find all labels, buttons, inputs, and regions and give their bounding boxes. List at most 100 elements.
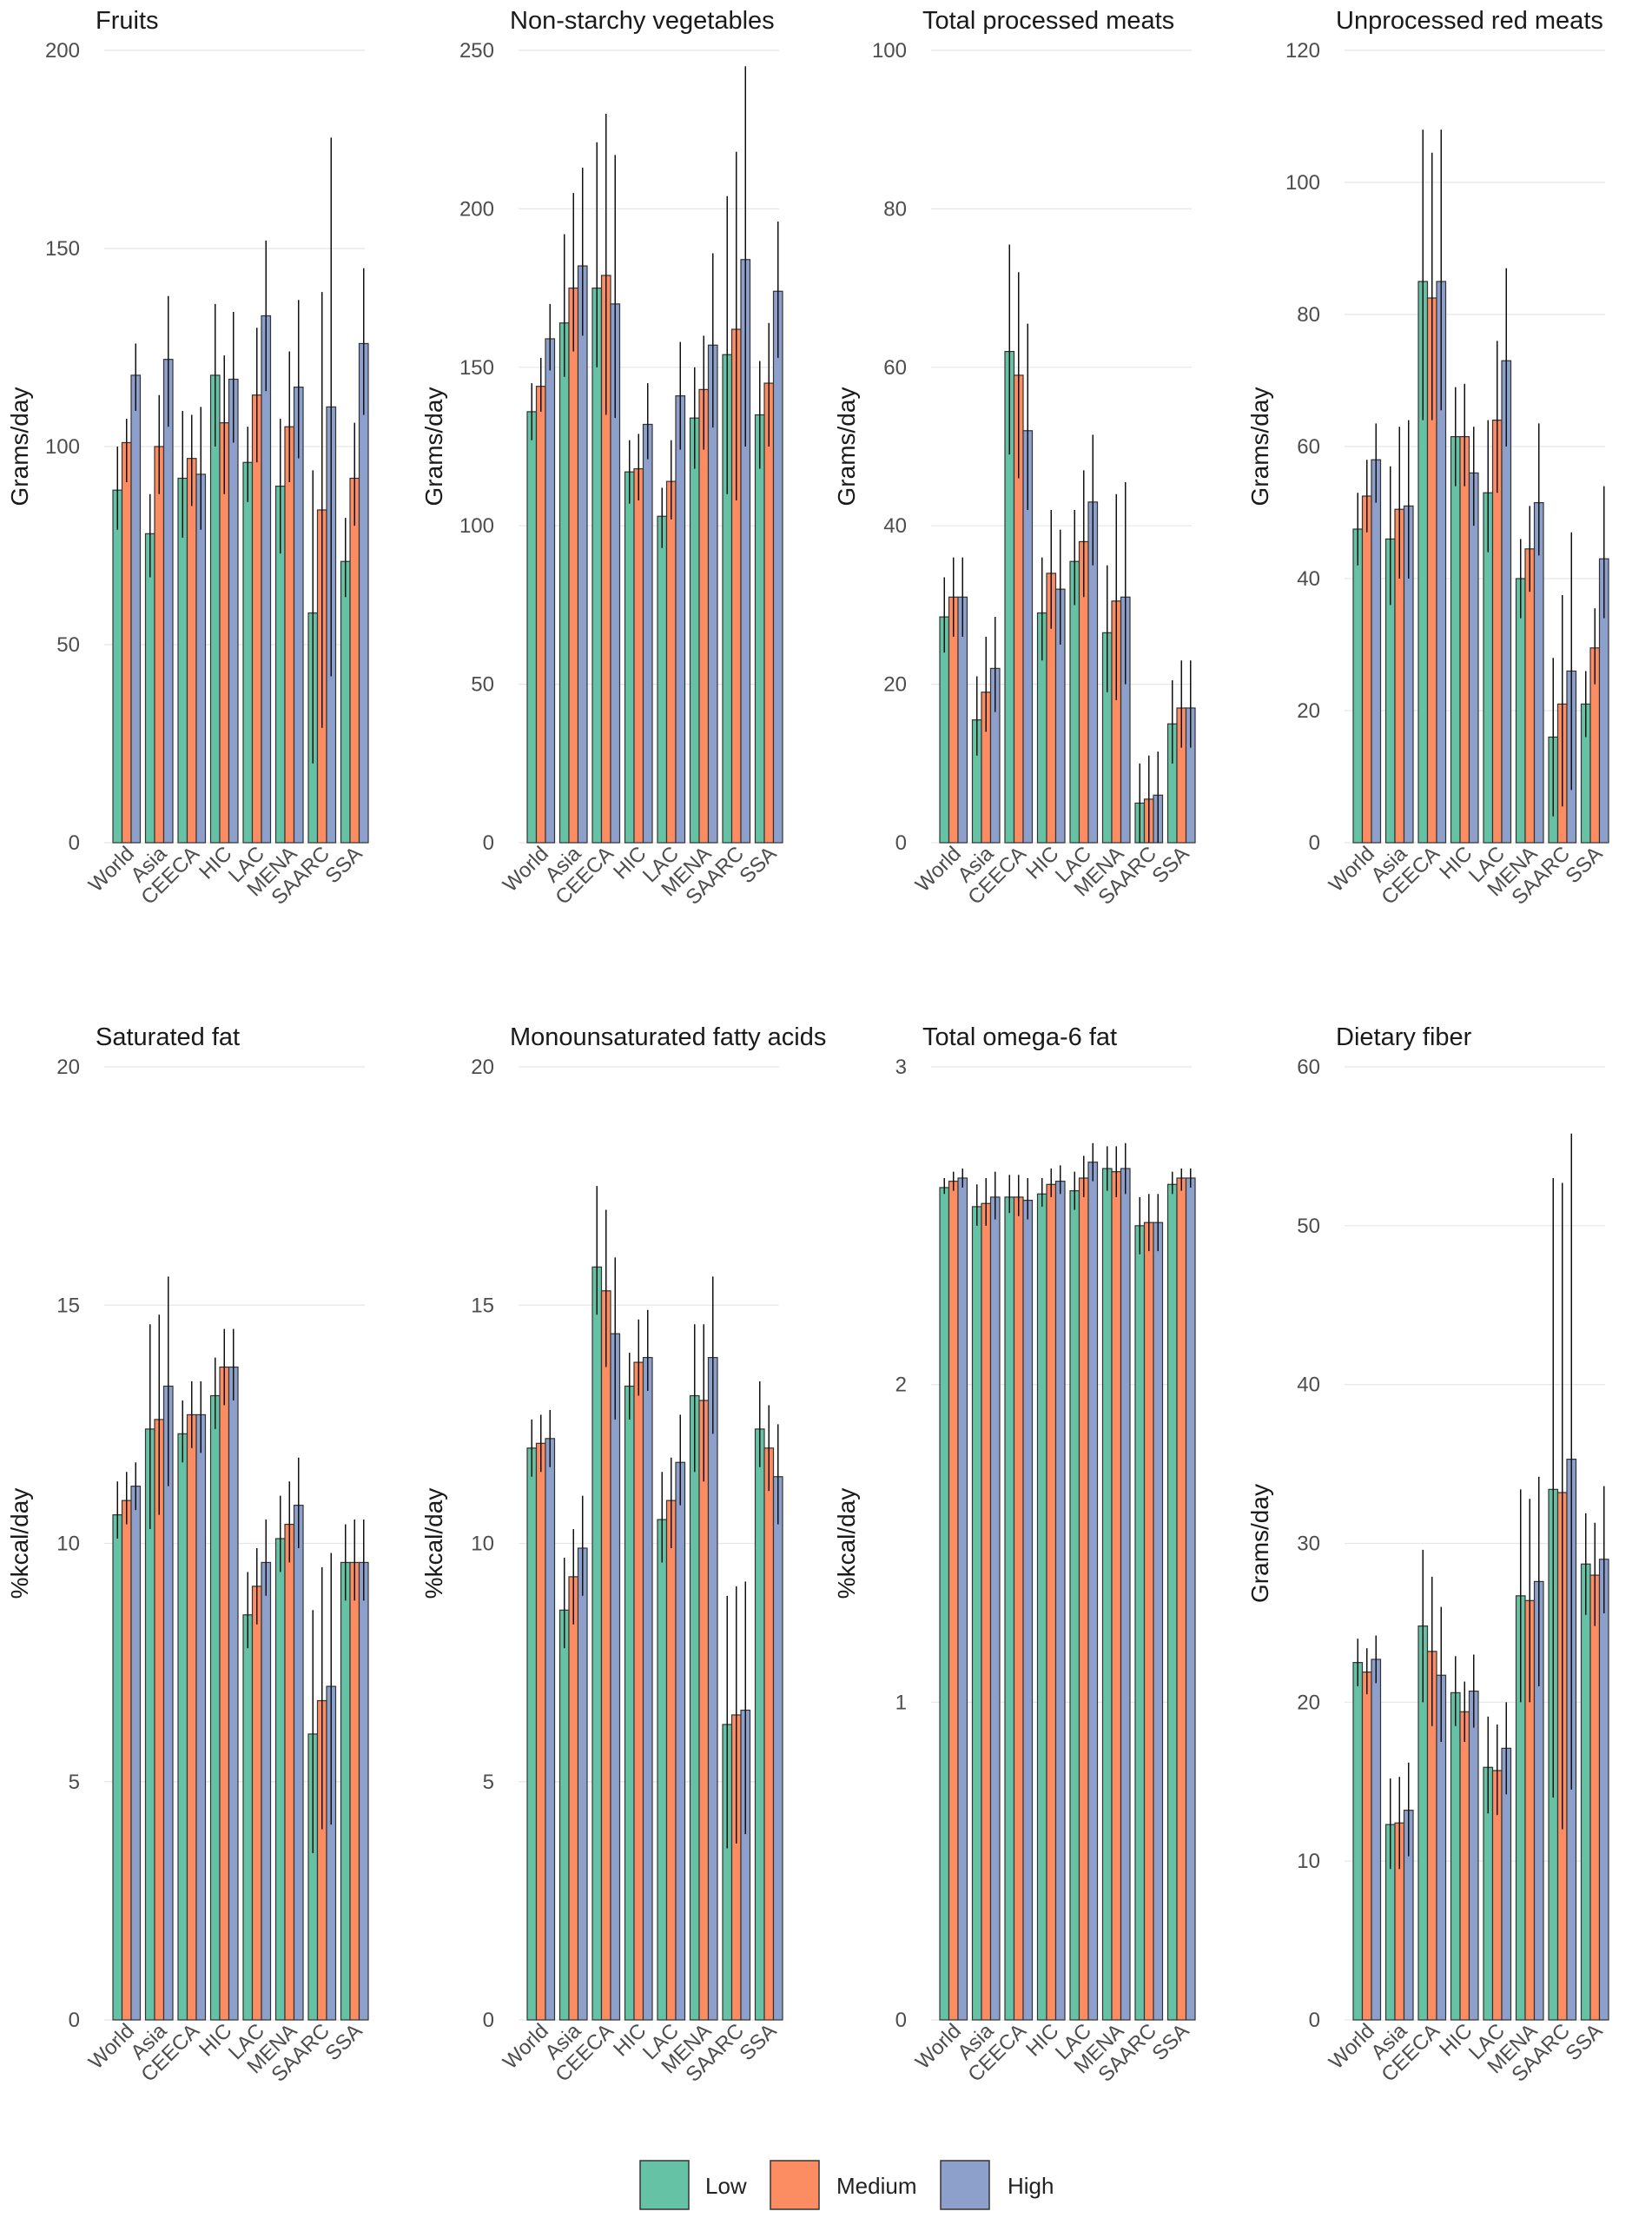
bar-medium-hic xyxy=(1459,436,1470,844)
bar-low-ssa xyxy=(340,560,351,844)
x-tick-label-ssa: SSA xyxy=(735,2019,781,2065)
legend-item-low: Low xyxy=(639,2160,747,2210)
bar-low-ssa xyxy=(754,1428,765,2021)
x-tick-label-ssa: SSA xyxy=(1561,842,1607,888)
y-tick-label: 50 xyxy=(471,673,494,697)
bar-low-world xyxy=(1352,1662,1364,2021)
legend-label-medium: Medium xyxy=(836,2173,916,2199)
bar-low-ceeca xyxy=(1004,1196,1015,2021)
chart-title: Total omega-6 fat xyxy=(922,1023,1117,1051)
bar-low-world xyxy=(526,1447,538,2021)
y-tick-label: 40 xyxy=(1297,1374,1320,1397)
chart-title: Total processed meats xyxy=(922,7,1174,35)
chart-unprocessed-red-meats: 0 20 40 60 80 100 120 Unprocessed red meats Gram… xyxy=(1246,7,1609,910)
y-axis-label: Grams/day xyxy=(833,387,860,506)
bar-high-ssa xyxy=(1185,1177,1196,2021)
bar-low-ceeca xyxy=(177,1433,188,2021)
bar-high-ceeca xyxy=(1022,1199,1034,2021)
bar-high-mena xyxy=(707,1356,718,2021)
bar-high-lac xyxy=(675,1461,686,2021)
x-tick-label-ssa: SSA xyxy=(1561,2019,1607,2065)
y-tick-label: 10 xyxy=(56,1533,80,1556)
y-axis-label: %kcal/day xyxy=(420,1488,447,1599)
bar-medium-asia xyxy=(568,1576,579,2021)
bar-low-ssa xyxy=(1580,1563,1591,2021)
chart-non-starchy-vegetables: 0 50 100 150 200 250 Non-starchy vegetables Gra… xyxy=(420,7,783,910)
y-tick-label: 20 xyxy=(1297,1691,1320,1714)
bar-medium-world xyxy=(1361,495,1372,844)
bar-medium-ssa xyxy=(1589,1574,1601,2021)
bar-low-mena xyxy=(1101,1168,1113,2021)
y-tick-label: 5 xyxy=(483,1771,494,1794)
legend-label-high: High xyxy=(1008,2173,1054,2199)
y-tick-label: 250 xyxy=(459,39,494,63)
bar-medium-hic xyxy=(219,1366,230,2021)
y-axis-label: Grams/day xyxy=(420,387,447,506)
bar-medium-hic xyxy=(633,1361,644,2021)
y-tick-label: 2 xyxy=(895,1374,907,1397)
bar-high-ssa xyxy=(772,1476,783,2021)
y-tick-label: 50 xyxy=(1297,1215,1320,1238)
bar-low-ssa xyxy=(754,414,765,844)
y-tick-label: 40 xyxy=(1297,567,1320,591)
bar-high-world xyxy=(130,1486,142,2021)
bar-high-world xyxy=(545,1438,556,2021)
bar-low-ssa xyxy=(340,1561,351,2021)
bar-medium-world xyxy=(121,441,132,844)
bar-high-ssa xyxy=(358,342,369,844)
y-tick-label: 15 xyxy=(56,1294,80,1317)
y-axis-label: Grams/day xyxy=(1246,387,1273,506)
bar-high-world xyxy=(957,1177,968,2021)
bar-high-saarc xyxy=(1153,1222,1164,2021)
legend-key-low xyxy=(639,2160,690,2210)
bar-medium-ceeca xyxy=(186,458,197,844)
bar-medium-lac xyxy=(1078,1177,1089,2021)
y-tick-label: 100 xyxy=(459,514,494,538)
bar-medium-ceeca xyxy=(1013,1196,1024,2021)
legend-item-medium: Medium xyxy=(770,2160,916,2210)
y-tick-label: 0 xyxy=(69,2009,80,2032)
bar-low-asia xyxy=(558,1609,570,2021)
bar-low-hic xyxy=(1450,1692,1461,2021)
y-tick-label: 200 xyxy=(459,197,494,221)
bar-high-world xyxy=(545,338,556,844)
y-tick-label: 80 xyxy=(1297,303,1320,327)
legend-key-high xyxy=(940,2160,990,2210)
legend: Low Medium High xyxy=(639,2160,1054,2210)
bar-medium-hic xyxy=(1459,1711,1470,2021)
bar-low-ssa xyxy=(1166,1183,1178,2021)
y-axis-label: %kcal/day xyxy=(833,1488,860,1599)
y-axis-label: Grams/day xyxy=(1246,1484,1273,1603)
bar-low-world xyxy=(526,411,538,844)
bar-high-mena xyxy=(1120,1168,1131,2021)
y-tick-label: 10 xyxy=(1297,1850,1320,1873)
bar-medium-lac xyxy=(665,1500,677,2021)
bar-low-mena xyxy=(689,1394,700,2021)
bar-medium-saarc xyxy=(1143,1222,1154,2021)
bar-high-ssa xyxy=(772,290,783,844)
bar-medium-asia xyxy=(568,288,579,844)
y-tick-label: 0 xyxy=(483,2009,494,2032)
y-tick-label: 0 xyxy=(483,831,494,855)
bar-medium-world xyxy=(535,1442,546,2021)
x-tick-label-ssa: SSA xyxy=(1147,842,1193,888)
bar-low-lac xyxy=(242,1614,254,2021)
bar-high-lac xyxy=(261,314,272,844)
x-tick-label-ssa: SSA xyxy=(320,842,367,888)
bar-high-lac xyxy=(1087,1162,1099,2021)
y-tick-label: 100 xyxy=(45,435,80,459)
bar-medium-ssa xyxy=(763,382,775,844)
y-tick-label: 0 xyxy=(895,831,907,855)
bar-low-hic xyxy=(209,1394,221,2021)
bar-low-hic xyxy=(1450,436,1461,844)
y-tick-label: 120 xyxy=(1285,39,1320,63)
y-tick-label: 20 xyxy=(883,673,907,697)
bar-high-world xyxy=(1371,1659,1382,2021)
bar-medium-lac xyxy=(251,1586,262,2021)
legend-key-medium xyxy=(770,2160,820,2210)
bar-low-world xyxy=(1352,528,1364,844)
bar-medium-mena xyxy=(698,1400,710,2021)
y-tick-label: 20 xyxy=(1297,699,1320,723)
